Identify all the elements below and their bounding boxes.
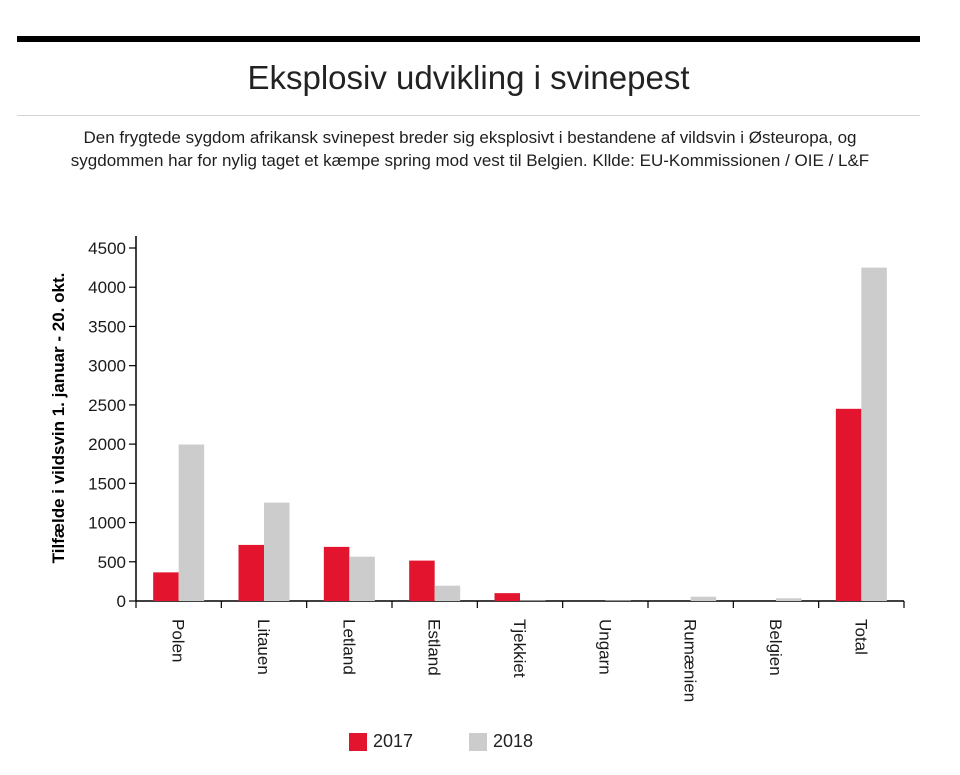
y-tick-label: 2500 bbox=[88, 396, 126, 415]
x-tick-label: Estland bbox=[425, 619, 444, 676]
bar-2017-litauen bbox=[238, 544, 264, 601]
x-tick-label: Belgien bbox=[766, 619, 785, 676]
bar-2018-estland bbox=[434, 585, 461, 601]
legend-label-2018: 2018 bbox=[493, 731, 534, 751]
y-axis-title: Tilfælde i vildsvin 1. januar - 20. okt. bbox=[49, 273, 68, 564]
bar-chart: 0 500 1000 1500 2000 2500 3000 3500 4000 4500 Tilf… bbox=[49, 236, 905, 702]
legend-swatch-2017 bbox=[349, 732, 367, 751]
bar-2018-letland bbox=[349, 556, 375, 601]
bar-2018-belgien bbox=[776, 598, 802, 601]
bar-2018-rumænien bbox=[690, 596, 717, 601]
legend-label-2017: 2017 bbox=[373, 731, 414, 751]
bar-2017-polen bbox=[153, 572, 179, 601]
x-tick-label: Tjekkiet bbox=[510, 619, 529, 678]
y-tick-label: 4500 bbox=[88, 239, 126, 258]
y-tick-label: 3500 bbox=[88, 317, 126, 336]
x-tick-label: Rumænien bbox=[681, 619, 700, 702]
y-tick-label: 3000 bbox=[88, 357, 126, 376]
y-tick-label: 2000 bbox=[88, 435, 126, 454]
legend-item-2018[interactable]: 2018 bbox=[469, 731, 533, 752]
bar-2017-estland bbox=[409, 560, 435, 601]
x-tick-label: Total bbox=[851, 619, 870, 655]
legend: 2017 2018 bbox=[0, 731, 960, 757]
x-tick-label: Litauen bbox=[254, 619, 273, 675]
bar-2017-letland bbox=[323, 546, 350, 601]
chart-subtitle: Den frygtede sygdom afrikansk svinepest … bbox=[70, 128, 870, 170]
bar-2018-litauen bbox=[264, 502, 290, 601]
title-divider bbox=[17, 115, 920, 116]
y-tick-label: 4000 bbox=[88, 278, 126, 297]
bar-2017-total bbox=[835, 408, 862, 601]
bar-2017-tjekkiet bbox=[494, 593, 520, 601]
x-tick-label: Ungarn bbox=[595, 619, 614, 675]
x-tick-label: Polen bbox=[169, 619, 188, 662]
top-rule bbox=[17, 36, 920, 42]
legend-swatch-2018 bbox=[469, 732, 487, 751]
bar-2018-polen bbox=[178, 444, 205, 601]
y-tick-label: 500 bbox=[98, 553, 126, 572]
y-tick-label: 1500 bbox=[88, 474, 126, 493]
chart-title: Eksplosiv udvikling i svinepest bbox=[247, 59, 690, 96]
x-tick-label: Letland bbox=[339, 619, 358, 675]
y-tick-label: 1000 bbox=[88, 514, 126, 533]
y-tick-label: 0 bbox=[117, 592, 126, 611]
bar-2018-total bbox=[861, 267, 887, 601]
legend-item-2017[interactable]: 2017 bbox=[349, 731, 413, 752]
